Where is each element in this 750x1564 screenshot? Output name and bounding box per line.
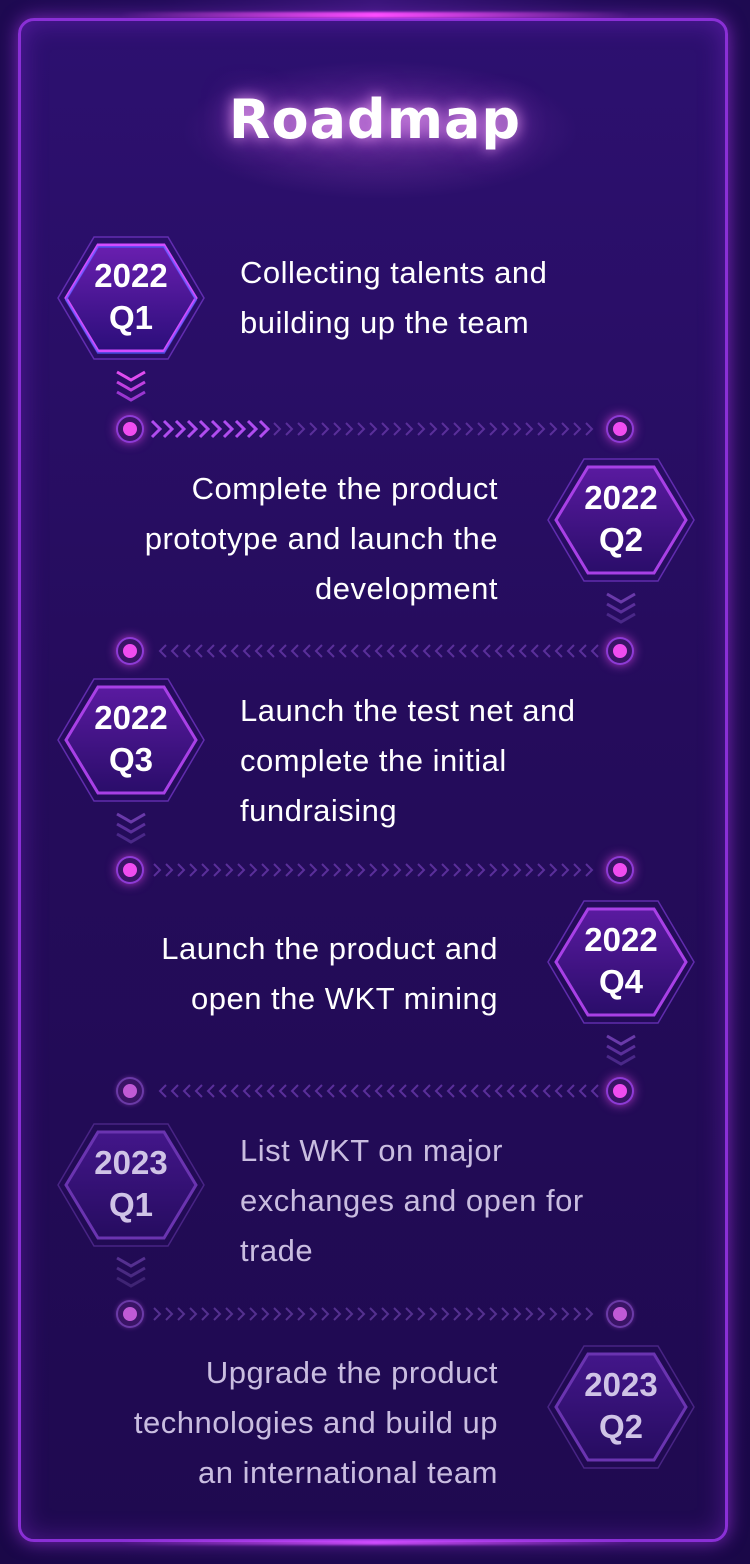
milestone-1-year: 2022 — [94, 257, 168, 294]
timeline-node — [608, 1079, 632, 1103]
timeline-connector-4 — [158, 1084, 599, 1098]
timeline-connector-1 — [150, 419, 594, 439]
milestone-6-hexagon: 2023 Q2 — [546, 1342, 696, 1472]
chevron-down-icon — [606, 1034, 636, 1066]
timeline-node — [118, 417, 142, 441]
milestone-3-quarter: Q3 — [108, 741, 154, 778]
timeline-node — [118, 858, 142, 882]
timeline-connector-5 — [153, 1307, 594, 1321]
timeline-node — [608, 858, 632, 882]
milestone-1-quarter: Q1 — [108, 299, 154, 336]
milestone-5-quarter: Q1 — [108, 1186, 154, 1223]
timeline-node — [608, 1302, 632, 1326]
timeline-node — [118, 639, 142, 663]
milestone-4-year: 2022 — [584, 921, 658, 958]
timeline-node — [118, 1079, 142, 1103]
milestone-5-description: List WKT on major exchanges and open for… — [240, 1133, 584, 1268]
timeline-node — [118, 1302, 142, 1326]
timeline-node — [608, 639, 632, 663]
milestone-5-year: 2023 — [94, 1144, 168, 1181]
milestone-6-quarter: Q2 — [598, 1408, 644, 1445]
timeline-connector-2 — [158, 644, 599, 658]
milestone-2-hexagon: 2022 Q2 — [546, 455, 696, 585]
milestone-2-year: 2022 — [584, 479, 658, 516]
milestone-1-description: Collecting talents and building up the t… — [240, 255, 548, 340]
milestone-2-description: Complete the product prototype and launc… — [144, 471, 498, 606]
bottom-glow-line — [120, 1540, 630, 1545]
chevron-down-icon — [606, 592, 636, 624]
page-title: Roadmap — [228, 88, 522, 151]
milestone-6-year: 2023 — [584, 1366, 658, 1403]
title-glow-haze — [180, 60, 580, 200]
chevron-down-icon — [116, 1256, 146, 1288]
timeline-node — [608, 417, 632, 441]
milestone-2-quarter: Q2 — [598, 521, 644, 558]
top-glow-line — [120, 12, 630, 18]
milestone-3-year: 2022 — [94, 699, 168, 736]
milestone-4-description: Launch the product and open the WKT mini… — [161, 931, 498, 1016]
milestone-6-description: Upgrade the product technologies and bui… — [133, 1355, 498, 1490]
milestone-3-description: Launch the test net and complete the ini… — [240, 693, 576, 828]
milestone-4-quarter: Q4 — [598, 963, 644, 1000]
chevron-down-icon — [116, 370, 146, 402]
chevron-down-icon — [116, 812, 146, 844]
milestone-5-hexagon: 2023 Q1 — [56, 1120, 206, 1250]
milestone-1-hexagon: 2022 Q1 — [56, 233, 206, 363]
milestone-3-hexagon: 2022 Q3 — [56, 675, 206, 805]
milestone-4-hexagon: 2022 Q4 — [546, 897, 696, 1027]
timeline-connector-3 — [153, 863, 594, 877]
